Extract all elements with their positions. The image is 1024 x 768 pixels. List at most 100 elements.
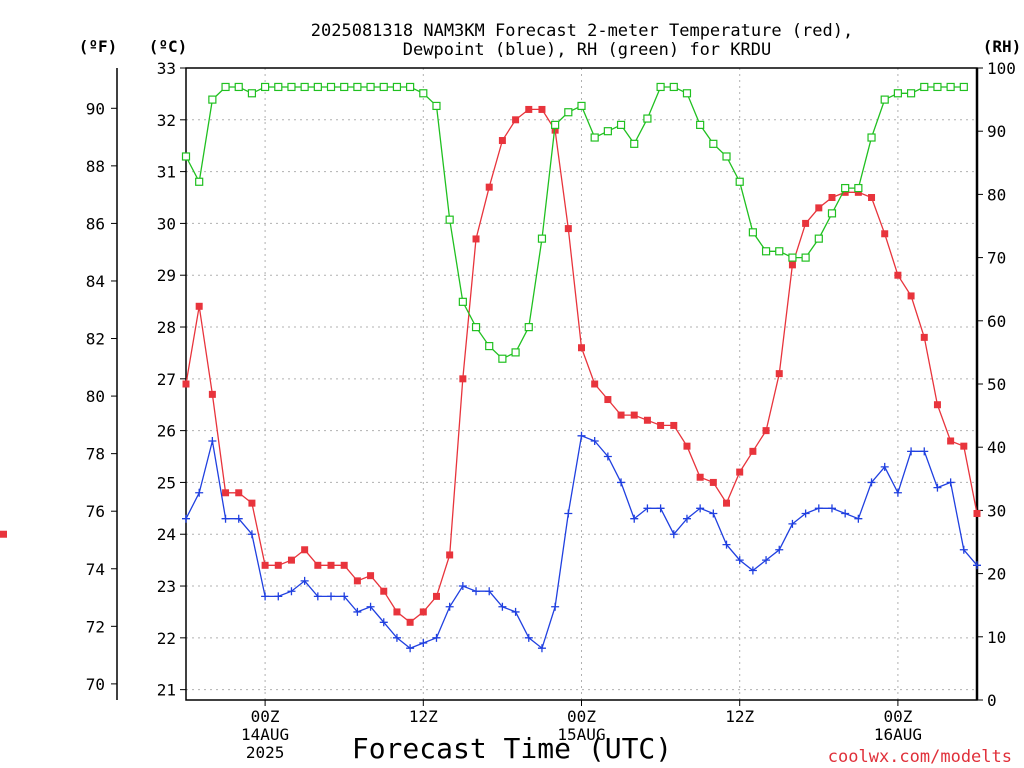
data-point xyxy=(498,602,507,611)
fahrenheit-tick-label: 72 xyxy=(86,617,105,636)
data-point xyxy=(656,504,665,513)
data-point xyxy=(221,514,230,523)
data-point xyxy=(814,234,823,243)
data-point xyxy=(946,478,955,487)
data-point xyxy=(247,89,257,98)
data-point xyxy=(578,344,585,352)
rh-tick-label: 20 xyxy=(987,565,1006,584)
data-point xyxy=(643,416,651,424)
data-point xyxy=(920,447,929,456)
data-point xyxy=(432,592,440,600)
fahrenheit-tick-label: 74 xyxy=(86,560,105,579)
data-point xyxy=(551,602,560,611)
data-point xyxy=(432,633,441,642)
data-point xyxy=(367,572,375,580)
data-point xyxy=(670,421,678,429)
data-point xyxy=(537,234,547,243)
grid-lines xyxy=(186,67,977,700)
data-point xyxy=(946,82,955,92)
rh-tick-label: 90 xyxy=(987,122,1006,141)
celsius-unit-label: (ºC) xyxy=(149,37,188,56)
data-point xyxy=(379,82,388,92)
data-point xyxy=(867,133,876,142)
data-point xyxy=(630,139,639,148)
data-point xyxy=(603,452,612,461)
plot-frame xyxy=(185,67,978,701)
data-point xyxy=(353,82,362,92)
data-point xyxy=(511,348,520,357)
x-tick-label: 12Z xyxy=(409,707,438,726)
data-point xyxy=(709,509,718,518)
x-tick-label: 14AUG xyxy=(241,725,289,744)
data-point xyxy=(208,436,217,445)
data-point xyxy=(564,225,572,233)
chart-subtitle: Dewpoint (blue), RH (green) for KRDU xyxy=(403,40,771,60)
x-tick-label: 15AUG xyxy=(557,725,605,744)
data-point xyxy=(393,608,401,616)
fahrenheit-tick-label: 70 xyxy=(86,675,105,694)
data-point xyxy=(604,396,612,404)
data-point xyxy=(524,323,533,332)
celsius-tick-label: 31 xyxy=(157,163,176,182)
data-point xyxy=(182,380,190,388)
data-point xyxy=(366,82,375,92)
data-point xyxy=(340,82,349,92)
data-point xyxy=(313,592,322,601)
x-tick-label: 2025 xyxy=(246,743,285,762)
data-point xyxy=(709,139,718,148)
data-point xyxy=(300,82,309,92)
data-point xyxy=(182,514,190,523)
data-point xyxy=(854,183,863,193)
rh-tick-label: 50 xyxy=(987,375,1006,394)
data-point xyxy=(880,462,889,471)
rh-tick-label: 0 xyxy=(987,691,997,710)
data-point xyxy=(827,504,836,513)
data-point xyxy=(616,120,626,129)
data-point xyxy=(195,177,204,186)
data-point xyxy=(234,514,243,523)
data-point xyxy=(498,137,506,145)
data-point xyxy=(682,89,692,98)
x-tick-label: 16AUG xyxy=(874,725,922,744)
data-point xyxy=(195,302,203,310)
rh-unit-label: (RH) xyxy=(983,37,1022,56)
data-point xyxy=(261,82,270,92)
data-point xyxy=(379,618,388,627)
data-point xyxy=(854,514,863,523)
data-point xyxy=(723,499,731,507)
data-point xyxy=(445,602,454,611)
data-point xyxy=(327,592,336,601)
data-point xyxy=(630,411,638,419)
celsius-tick-label: 21 xyxy=(157,681,176,700)
data-point xyxy=(801,509,810,518)
data-point xyxy=(327,561,335,569)
data-point xyxy=(340,592,349,601)
data-point xyxy=(472,235,480,243)
data-point xyxy=(973,561,981,570)
data-point xyxy=(287,82,296,92)
data-point xyxy=(591,380,599,388)
data-point xyxy=(828,194,836,202)
data-point xyxy=(696,120,705,129)
tick-labels: 21 22 23 24 25 26 27 28 29 30 31 32 33 70 72 74 76 78 80 82… xyxy=(86,59,1016,762)
data-point xyxy=(748,228,757,237)
data-point xyxy=(235,489,243,497)
data-point xyxy=(340,561,348,569)
data-point xyxy=(551,120,560,129)
data-point xyxy=(906,89,916,98)
data-point xyxy=(841,509,850,518)
data-point xyxy=(959,545,968,554)
data-point xyxy=(485,183,493,191)
data-point xyxy=(880,95,889,104)
data-point xyxy=(537,644,546,653)
data-point xyxy=(947,437,955,445)
data-point xyxy=(0,530,7,538)
data-point xyxy=(313,82,322,92)
data-series xyxy=(0,82,981,653)
data-point xyxy=(657,421,665,429)
series-rh xyxy=(181,82,968,363)
data-point xyxy=(643,114,652,123)
rh-tick-label: 70 xyxy=(987,249,1006,268)
data-point xyxy=(234,82,243,92)
